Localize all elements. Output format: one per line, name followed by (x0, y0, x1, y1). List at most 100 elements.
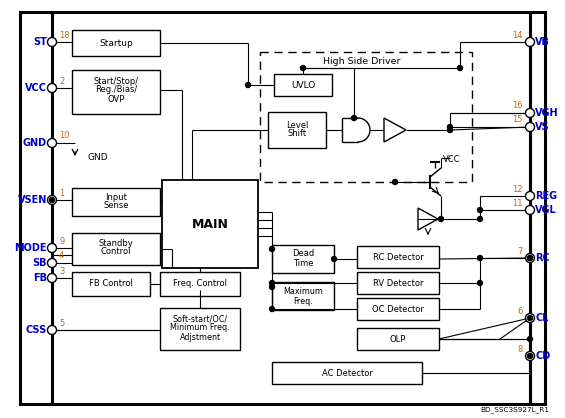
Circle shape (270, 306, 275, 311)
Text: Start/Stop/: Start/Stop/ (93, 76, 138, 86)
Circle shape (528, 354, 532, 359)
Text: CSS: CSS (26, 325, 47, 335)
Circle shape (447, 127, 453, 133)
Circle shape (525, 314, 534, 323)
Circle shape (47, 138, 56, 148)
Circle shape (525, 206, 534, 214)
Text: Adjstment: Adjstment (180, 332, 220, 342)
Circle shape (528, 316, 532, 321)
Circle shape (477, 255, 483, 260)
Bar (357, 328, 439, 350)
Circle shape (447, 125, 453, 130)
Text: VS: VS (535, 122, 550, 132)
Text: AC Detector: AC Detector (321, 369, 372, 377)
Text: 18: 18 (59, 31, 69, 39)
Text: 3: 3 (59, 267, 64, 275)
Circle shape (47, 196, 56, 204)
Text: Time: Time (293, 258, 313, 268)
Circle shape (47, 38, 56, 46)
Text: RV Detector: RV Detector (373, 278, 423, 288)
Text: OC Detector: OC Detector (372, 304, 424, 314)
Bar (272, 282, 334, 310)
Text: MODE: MODE (15, 243, 47, 253)
Text: High Side Driver: High Side Driver (323, 58, 401, 66)
Text: VGL: VGL (535, 205, 557, 215)
Text: 14: 14 (512, 31, 523, 39)
Text: FB: FB (33, 273, 47, 283)
Text: VSEN: VSEN (18, 195, 47, 205)
Bar (357, 272, 439, 294)
Text: FB Control: FB Control (89, 280, 133, 288)
Bar (357, 246, 439, 268)
Text: SB: SB (33, 258, 47, 268)
Text: MAIN: MAIN (192, 217, 228, 230)
Text: UVLO: UVLO (291, 81, 315, 89)
Circle shape (525, 109, 534, 117)
Text: 2: 2 (59, 76, 64, 86)
Circle shape (525, 352, 534, 360)
Text: RC: RC (535, 253, 550, 263)
Text: Minimum Freq.: Minimum Freq. (170, 324, 230, 332)
Bar (160, 272, 240, 296)
Bar (72, 70, 160, 114)
Bar (272, 362, 422, 384)
Text: VB: VB (535, 37, 550, 47)
Bar (160, 308, 240, 350)
Circle shape (458, 66, 463, 71)
Circle shape (332, 257, 337, 262)
Text: Freq.: Freq. (293, 296, 313, 306)
Text: 11: 11 (512, 199, 523, 207)
Circle shape (270, 280, 275, 285)
Text: Control: Control (101, 247, 131, 257)
Text: REG: REG (535, 191, 557, 201)
Text: VCC: VCC (443, 155, 460, 165)
Circle shape (270, 285, 275, 290)
Text: CL: CL (535, 313, 549, 323)
Text: GND: GND (88, 153, 108, 161)
Text: OLP: OLP (390, 334, 406, 344)
Circle shape (525, 122, 534, 132)
Text: Sense: Sense (103, 201, 129, 211)
Bar (72, 188, 160, 216)
Circle shape (47, 258, 56, 268)
Text: 6: 6 (518, 306, 523, 316)
Text: Dead: Dead (292, 250, 314, 258)
Text: Shift: Shift (288, 130, 307, 138)
Circle shape (525, 38, 534, 46)
Bar (274, 74, 332, 96)
Circle shape (525, 191, 534, 201)
Circle shape (393, 179, 398, 184)
Text: 5: 5 (59, 319, 64, 327)
Text: 1: 1 (59, 189, 64, 197)
Text: CD: CD (535, 351, 550, 361)
Circle shape (528, 255, 532, 260)
Bar (272, 245, 334, 273)
Text: VCC: VCC (25, 83, 47, 93)
Bar (72, 233, 160, 265)
Circle shape (301, 66, 306, 71)
Circle shape (528, 336, 532, 342)
Text: Freq. Control: Freq. Control (173, 280, 227, 288)
Circle shape (438, 217, 444, 222)
Text: Maximum: Maximum (283, 288, 323, 296)
Bar (268, 112, 326, 148)
Circle shape (351, 115, 357, 120)
Circle shape (270, 247, 275, 252)
Text: Level: Level (286, 120, 308, 130)
Circle shape (528, 255, 532, 260)
Text: Input: Input (105, 193, 127, 201)
Text: 4: 4 (59, 252, 64, 260)
Text: 12: 12 (512, 184, 523, 194)
Circle shape (50, 197, 54, 202)
Text: 15: 15 (512, 115, 523, 125)
Text: RC Detector: RC Detector (373, 252, 423, 262)
Text: ST: ST (33, 37, 47, 47)
Bar (260, 52, 472, 182)
Text: OVP: OVP (107, 94, 125, 104)
Circle shape (47, 273, 56, 283)
Circle shape (246, 82, 250, 87)
Bar (162, 180, 258, 268)
Text: 9: 9 (59, 237, 64, 245)
Text: Standby: Standby (99, 239, 133, 247)
Circle shape (477, 207, 483, 212)
